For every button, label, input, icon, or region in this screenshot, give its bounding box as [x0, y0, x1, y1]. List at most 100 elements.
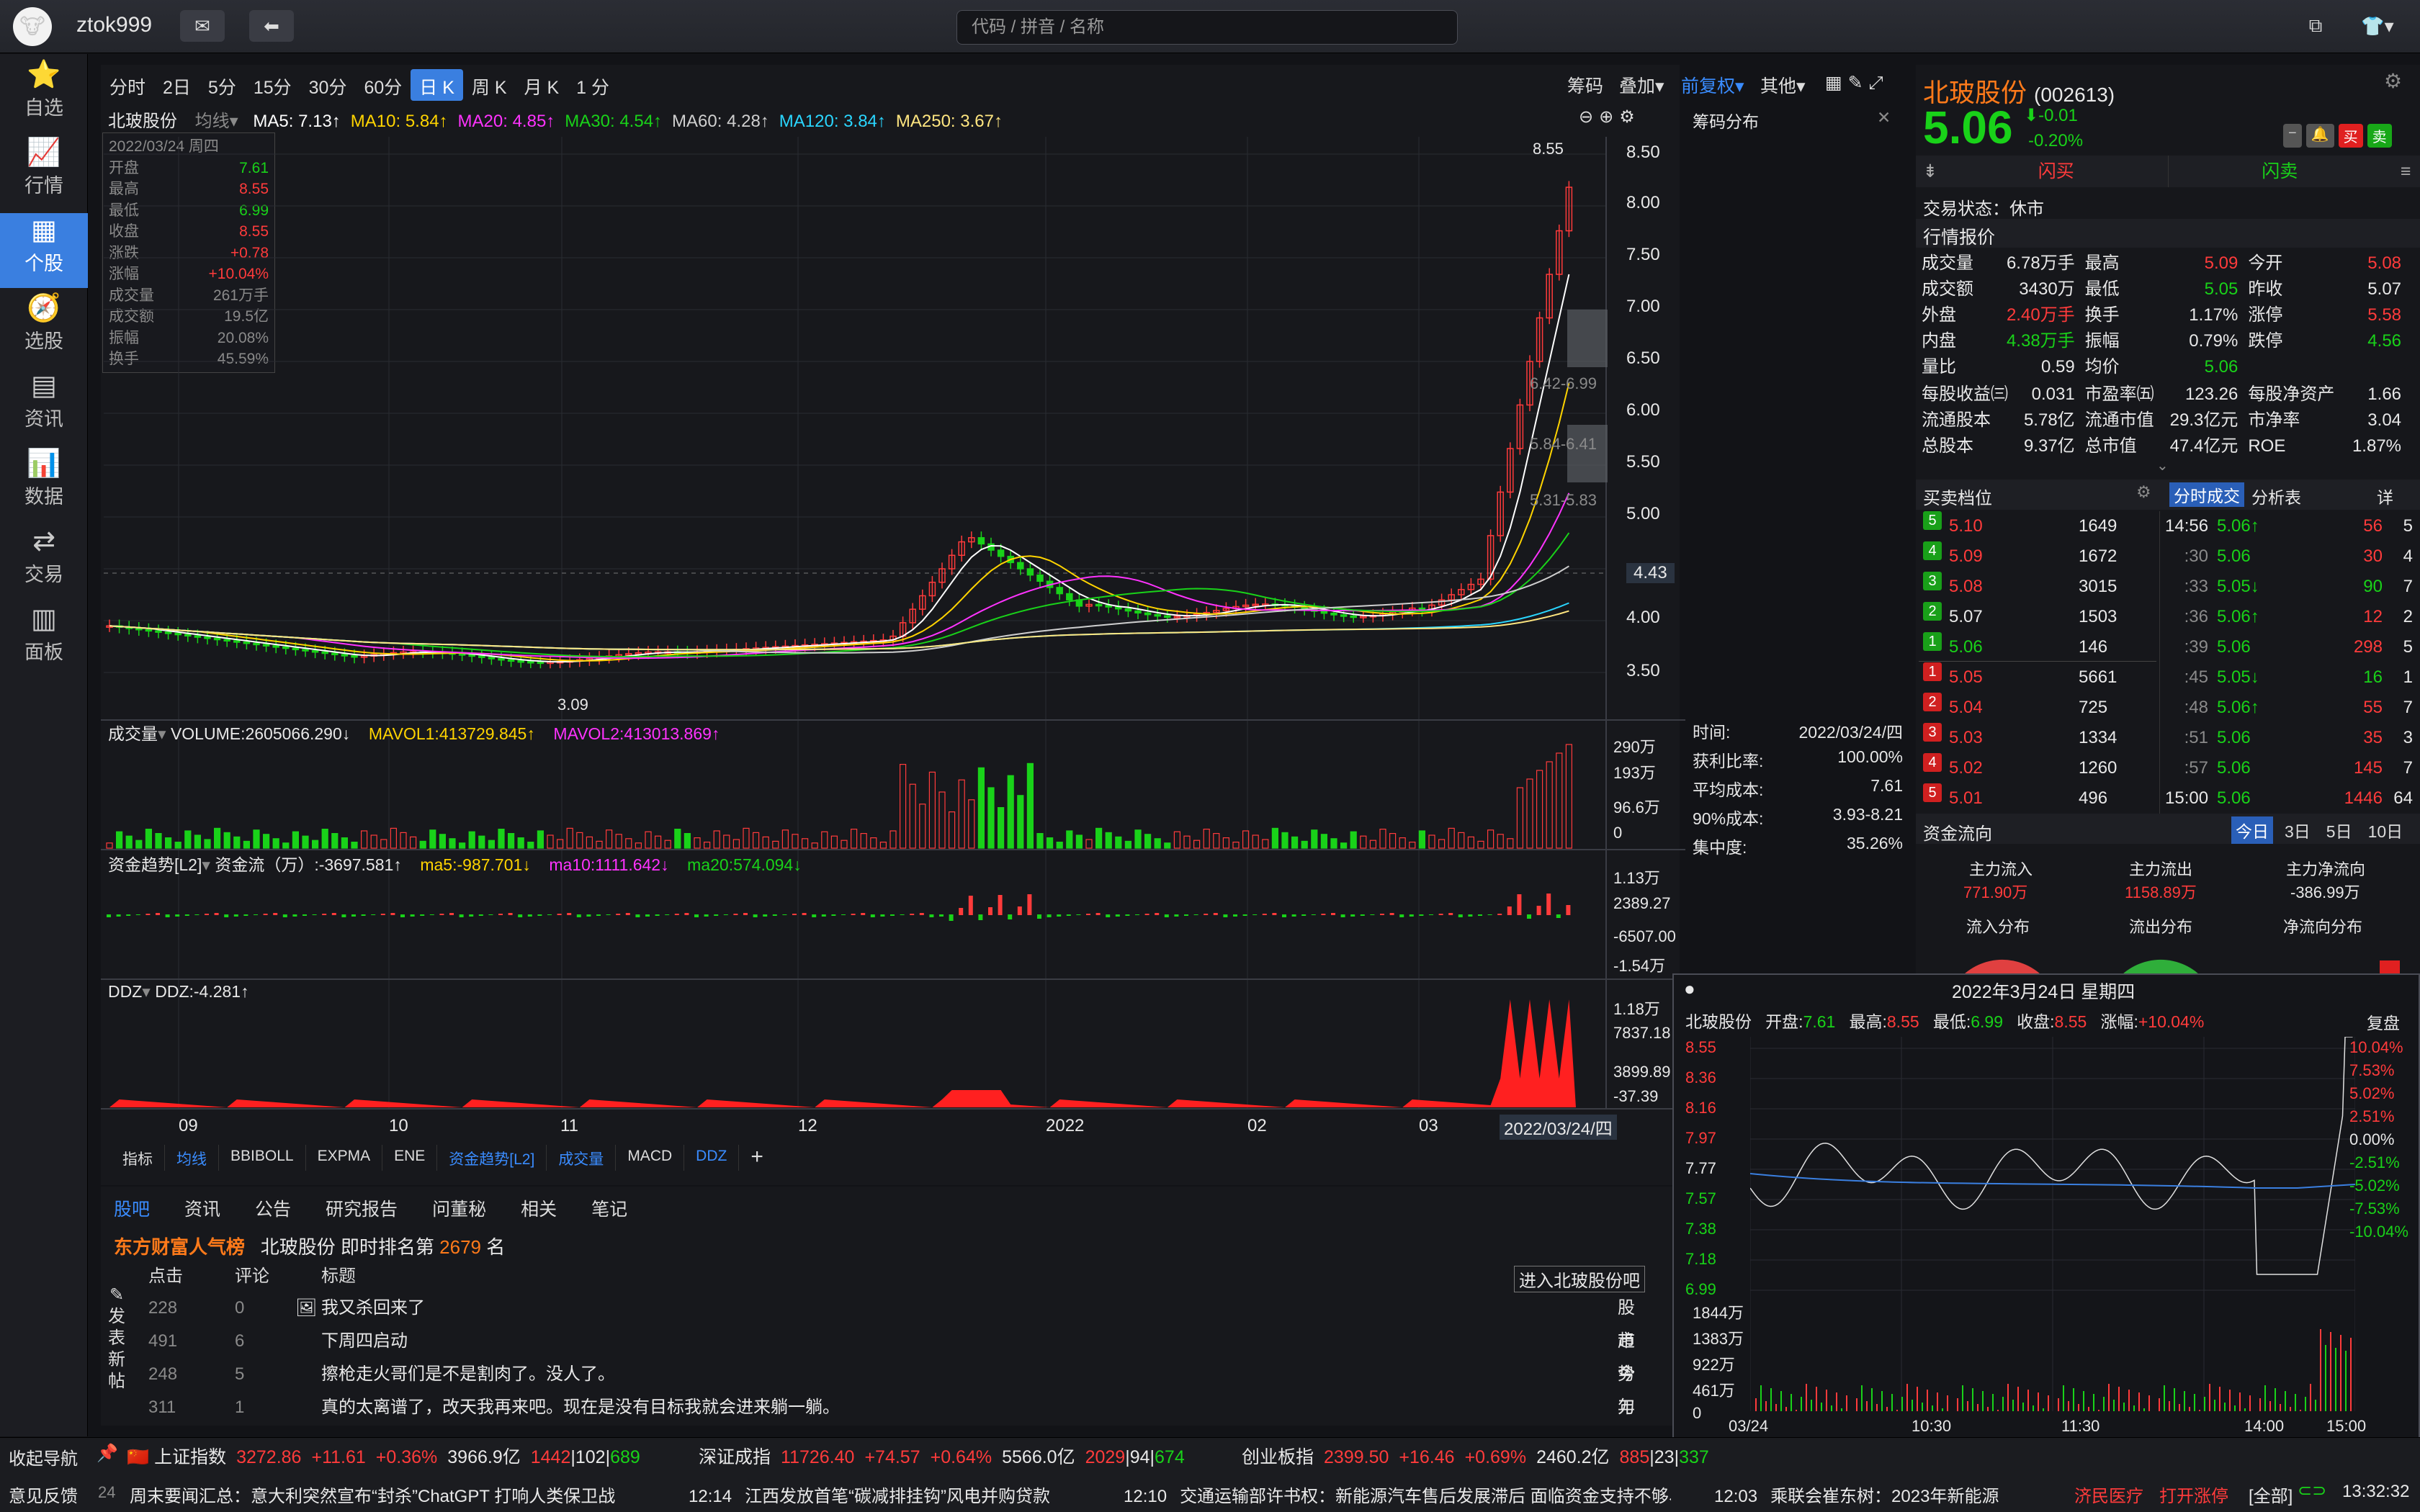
nav-trade[interactable]: ⇄ 交易	[0, 524, 88, 599]
period-tab[interactable]: 日 K	[411, 69, 463, 101]
tab-detail[interactable]: 详	[2377, 488, 2393, 507]
nav-grid[interactable]: ▦ 个股	[0, 213, 88, 288]
quote-actions[interactable]: − 🔔 买卖	[2283, 124, 2392, 148]
period-tab[interactable]: 15分	[253, 78, 292, 98]
tag-limit-up[interactable]: 打开涨停	[2159, 1487, 2228, 1506]
popup-close-icon[interactable]: ●	[1684, 978, 1695, 999]
username[interactable]: ztok999	[76, 13, 153, 37]
orderbook-row[interactable]: 3 5.08 3015	[1923, 572, 2154, 602]
orderbook-row[interactable]: 3 5.03 1334	[1923, 723, 2154, 753]
period-tab[interactable]: 30分	[308, 78, 347, 98]
skin-icon[interactable]: 👕▾	[2361, 14, 2394, 37]
period-tab[interactable]: 5分	[207, 78, 236, 98]
news-item[interactable]: 12:10 交通运输部许书权：新能源汽车售后发展滞后 面临资金支持不够、	[1124, 1482, 1671, 1507]
indicator-tab[interactable]: 指标	[111, 1145, 165, 1171]
message-icon[interactable]: ✉	[180, 10, 225, 42]
period-tab[interactable]: 1 分	[576, 78, 609, 98]
flash-sell-button[interactable]: 闪卖	[2262, 161, 2298, 181]
index-item[interactable]: 创业板指 2399.50 +16.46 +0.69% 2460.2亿 885|23|337	[1242, 1447, 1709, 1467]
forum-tab[interactable]: 研究报告	[326, 1200, 398, 1220]
indicator-tab[interactable]: EXPMA	[306, 1145, 383, 1171]
close-icon[interactable]: ✕	[1877, 108, 1891, 127]
orderbook-row[interactable]: 2 5.04 725	[1923, 693, 2154, 723]
search-input[interactable]: 代码 / 拼音 / 名称	[956, 10, 1458, 45]
overlay-menu[interactable]: 叠加▾	[1619, 76, 1664, 96]
collapse-nav-button[interactable]: 收起导航	[9, 1449, 78, 1469]
chip-toggle[interactable]: 筹码	[1567, 76, 1604, 96]
indicator-tab[interactable]: DDZ	[684, 1145, 740, 1171]
nav-star[interactable]: ⭐ 自选	[0, 58, 88, 132]
tab-tick-trades[interactable]: 分时成交	[2169, 482, 2244, 507]
minute-chart-popup[interactable]	[1672, 973, 2420, 1440]
nav-news[interactable]: ▤ 资讯	[0, 369, 88, 444]
indicator-tab[interactable]: MACD	[616, 1145, 685, 1171]
flow-tab[interactable]: 10日	[2367, 822, 2403, 841]
volume-title[interactable]: 成交量	[108, 724, 158, 743]
news-item[interactable]: 12:03 乘联会崔东树：2023年新能源	[1714, 1482, 1999, 1507]
index-item[interactable]: 深证成指 11726.40 +74.57 +0.64% 5566.0亿 2029|94|6…	[699, 1447, 1185, 1467]
forum-tab[interactable]: 笔记	[591, 1200, 628, 1220]
orderbook-row[interactable]: 1 5.05 5661	[1923, 662, 2154, 693]
orderbook-row[interactable]: 4 5.09 1672	[1923, 541, 2154, 572]
enter-forum-button[interactable]: 进入北玻股份吧	[1514, 1266, 1645, 1292]
nav-compass[interactable]: 🧭 选股	[0, 291, 88, 366]
replay-button[interactable]: 复盘	[2367, 1014, 2400, 1032]
tab-analysis[interactable]: 分析表	[2251, 488, 2301, 507]
adjust-menu[interactable]: 前复权▾	[1681, 76, 1744, 96]
collapse-icon[interactable]: ⌄	[2156, 458, 2169, 474]
list-item[interactable]: 311 1 真的太离谱了，改天我再来吧。现在是没有目标我就会进来躺一躺。 刀	[148, 1391, 1675, 1424]
orderbook-row[interactable]: 5 5.01 496	[1923, 783, 2154, 814]
flow-tab[interactable]: 3日	[2285, 822, 2311, 841]
post-title[interactable]: 我又杀回来了	[321, 1298, 425, 1318]
list-item[interactable]: 491 6 下周四启动 趋势	[148, 1325, 1675, 1384]
expand-icon[interactable]: ⇟	[1922, 161, 1938, 181]
forum-tab[interactable]: 公告	[255, 1200, 292, 1220]
back-arrow-icon[interactable]: ⬅	[249, 10, 294, 42]
capital-title[interactable]: 资金趋势[L2]	[108, 855, 202, 874]
post-title[interactable]: 下周四启动	[321, 1331, 408, 1351]
add-indicator-icon[interactable]: +	[750, 1145, 763, 1169]
forum-tab[interactable]: 问董秘	[432, 1200, 487, 1220]
period-tab[interactable]: 月 K	[524, 78, 560, 98]
period-tab[interactable]: 60分	[364, 78, 403, 98]
window-icon[interactable]: ⧉	[2308, 14, 2323, 36]
orderbook-row[interactable]: 2 5.07 1503	[1923, 602, 2154, 632]
ma-selector[interactable]: 均线▾	[194, 112, 238, 131]
flash-buy-button[interactable]: 闪买	[1945, 156, 2169, 187]
feedback-button[interactable]: 意见反馈	[9, 1487, 78, 1506]
chart-tools[interactable]: ▦✎⤢	[1825, 73, 1889, 93]
orderbook-row[interactable]: 5 5.10 1649	[1923, 511, 2154, 541]
flow-tab[interactable]: 今日	[2231, 816, 2273, 844]
avatar[interactable]: 🐮	[13, 7, 52, 46]
post-title[interactable]: 擦枪走火哥们是不是割肉了。没人了。	[321, 1364, 615, 1384]
candlestick-chart[interactable]	[101, 122, 1685, 1130]
flow-tab[interactable]: 5日	[2326, 822, 2352, 841]
settings-icon[interactable]: ⚙	[2384, 70, 2403, 92]
period-tab[interactable]: 2日	[163, 78, 191, 98]
indicator-tab[interactable]: BBIBOLL	[219, 1145, 306, 1171]
list-item[interactable]: 228 0 🖼 我又杀回来了 股市	[148, 1292, 1675, 1351]
orderbook-row[interactable]: 1 5.06 146	[1923, 632, 2154, 662]
period-tab[interactable]: 周 K	[471, 78, 507, 98]
indicator-tab[interactable]: ENE	[382, 1145, 438, 1171]
post-new-button[interactable]: ✎发表新帖	[108, 1285, 125, 1391]
indicator-tab[interactable]: 均线	[165, 1145, 219, 1171]
forum-tab[interactable]: 资讯	[184, 1200, 221, 1220]
news-item[interactable]: 周末要闻汇总：意大利突然宣布“封杀”ChatGPT 打响人类保卫战	[130, 1482, 615, 1507]
list-item[interactable]: 248 5 擦枪走火哥们是不是割肉了。没人了。 今年	[148, 1358, 1675, 1417]
orderbook-row[interactable]: 4 5.02 1260	[1923, 753, 2154, 783]
nav-bar-chart[interactable]: 📊 数据	[0, 446, 88, 521]
index-item[interactable]: 🇨🇳 上证指数 3272.86 +11.61 +0.36% 3966.9亿 1442|10…	[127, 1447, 640, 1467]
pin-icon[interactable]: 📌	[97, 1444, 118, 1463]
indicator-tab[interactable]: 资金趋势[L2]	[437, 1145, 547, 1171]
post-title[interactable]: 真的太离谱了，改天我再来吧。现在是没有目标我就会进来躺一躺。	[321, 1398, 840, 1417]
nav-chart-line[interactable]: 📈 行情	[0, 135, 88, 210]
tag-stock[interactable]: 济民医疗	[2074, 1487, 2143, 1506]
orderbook-settings-icon[interactable]: ⚙	[2136, 482, 2151, 501]
nav-panel[interactable]: ▥ 面板	[0, 602, 88, 677]
indicator-tab[interactable]: 成交量	[547, 1145, 617, 1171]
forum-tab[interactable]: 股吧	[114, 1200, 151, 1220]
period-tab[interactable]: 分时	[109, 78, 146, 98]
ddz-title[interactable]: DDZ	[108, 982, 143, 1001]
other-menu[interactable]: 其他▾	[1760, 76, 1806, 96]
